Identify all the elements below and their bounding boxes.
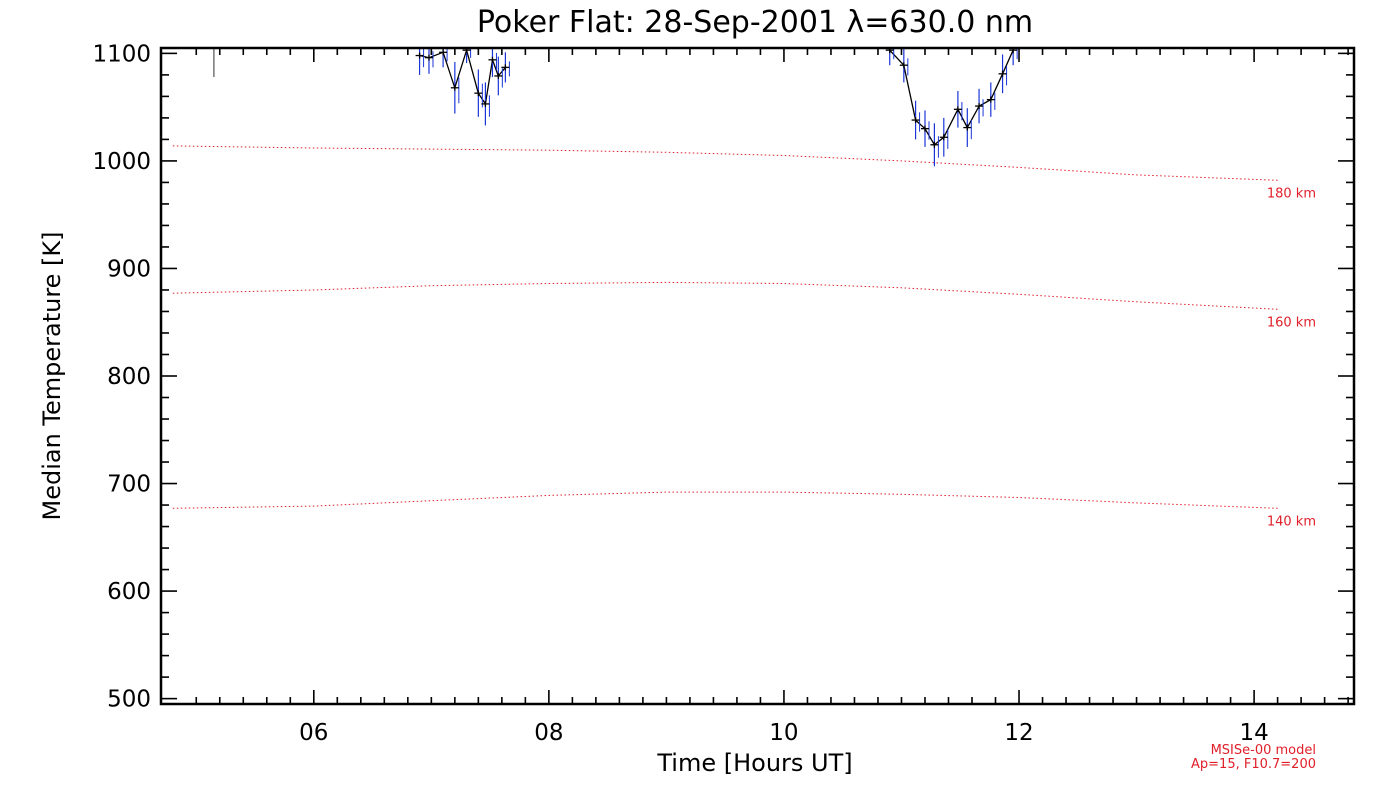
- y-tick-label: 1000: [92, 149, 151, 175]
- observed-series: [213, 48, 1018, 167]
- altitude-label: 160 km: [1267, 315, 1316, 330]
- y-axis-label: Median Temperature [K]: [38, 231, 66, 520]
- model-note-line2: Ap=15, F10.7=200: [1191, 757, 1316, 772]
- x-tick-label: 06: [299, 720, 328, 746]
- x-tick-label: 14: [1239, 720, 1268, 746]
- model-curve-140-km: [172, 491, 1278, 509]
- y-tick-label: 700: [107, 472, 151, 498]
- y-tick-label: 900: [107, 256, 151, 282]
- plot-frame: [159, 46, 1356, 706]
- model-curve-160-km: [172, 281, 1278, 310]
- y-tick-label: 800: [107, 364, 151, 390]
- observed-temperature-line: [419, 48, 506, 106]
- altitude-label: 180 km: [1267, 186, 1316, 201]
- model-note-line1: MSISe-00 model: [1211, 743, 1316, 758]
- x-axis-label: Time [Hours UT]: [656, 749, 852, 777]
- y-tick-label: 600: [107, 579, 151, 605]
- x-tick-label: 12: [1004, 720, 1033, 746]
- y-tick-labels: 500 600 700 800 900 1000 1100: [92, 41, 151, 712]
- model-curves: [172, 145, 1278, 509]
- altitude-labels: 180 km 160 km 140 km: [1267, 186, 1316, 529]
- x-tick-label: 10: [769, 720, 798, 746]
- axis-ticks: [161, 48, 1354, 704]
- y-tick-label: 500: [107, 687, 151, 713]
- x-tick-labels: 06 08 10 12 14: [299, 720, 1269, 746]
- y-tick-label: 1100: [92, 41, 151, 67]
- observed-temperature-line-2: [889, 49, 1014, 146]
- chart-title: Poker Flat: 28-Sep-2001 λ=630.0 nm: [477, 5, 1033, 40]
- model-curve-180-km: [172, 145, 1278, 181]
- altitude-label: 140 km: [1267, 514, 1316, 529]
- x-tick-label: 08: [534, 720, 563, 746]
